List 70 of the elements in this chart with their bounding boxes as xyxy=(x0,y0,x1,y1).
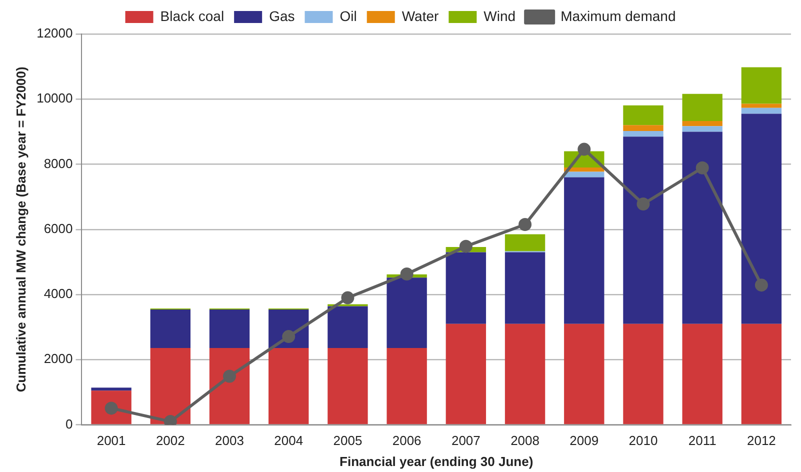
legend-label: Black coal xyxy=(160,8,224,24)
point xyxy=(578,142,591,156)
y-tick-label: 12000 xyxy=(36,26,73,41)
x-tick-label: 2009 xyxy=(570,433,599,448)
x-axis-title: Financial year (ending 30 June) xyxy=(340,454,534,469)
bar xyxy=(504,252,546,324)
x-tick-label: 2010 xyxy=(628,433,658,448)
bar xyxy=(623,324,664,424)
y-tick-label: 6000 xyxy=(44,220,73,236)
bar xyxy=(682,126,722,132)
bar xyxy=(504,324,546,424)
point xyxy=(341,291,354,304)
x-tick-label: 2002 xyxy=(156,433,185,448)
x-tick-label: 2001 xyxy=(96,433,126,448)
point xyxy=(459,240,472,253)
legend-label: Wind xyxy=(484,8,516,24)
x-tick-label: 2011 xyxy=(688,433,716,448)
bar xyxy=(150,348,190,424)
bar xyxy=(741,67,782,104)
bar xyxy=(91,388,132,391)
y-tick-label: 2000 xyxy=(44,351,73,366)
point xyxy=(400,268,414,281)
bar xyxy=(741,108,782,114)
bar xyxy=(386,278,427,348)
point xyxy=(696,161,709,174)
y-axis-title: Cumulative annual MW change (Base year = FY2000) xyxy=(13,66,28,392)
x-tick-label: 2005 xyxy=(333,433,362,448)
bar xyxy=(623,105,664,126)
y-tick-label: 4000 xyxy=(44,286,73,302)
x-tick-label: 2006 xyxy=(392,433,422,448)
bar xyxy=(209,310,250,348)
bar xyxy=(682,120,722,126)
bar xyxy=(268,348,309,424)
point xyxy=(223,370,236,383)
bar xyxy=(741,104,782,108)
point xyxy=(636,198,650,210)
bar xyxy=(564,177,604,324)
bar xyxy=(328,348,368,424)
bar xyxy=(682,324,722,424)
bar xyxy=(564,172,604,178)
x-tick-label: 2012 xyxy=(746,433,776,448)
bar xyxy=(328,306,368,348)
y-tick-label: 10000 xyxy=(36,90,73,106)
x-tick-label: 2007 xyxy=(451,433,480,448)
y-tick-label: 0 xyxy=(66,416,73,432)
x-tick-label: 2004 xyxy=(274,433,304,448)
bar xyxy=(446,252,486,324)
legend-label: Maximum demand xyxy=(560,8,676,24)
point xyxy=(518,218,532,232)
legend-label: Oil xyxy=(340,8,357,24)
bar xyxy=(209,348,250,424)
y-tick-label: 8000 xyxy=(44,156,73,171)
x-tick-label: 2003 xyxy=(215,433,244,448)
legend-label: Water xyxy=(402,8,440,24)
point xyxy=(282,330,296,344)
bar xyxy=(741,114,782,324)
bar xyxy=(564,324,604,424)
bar xyxy=(682,132,722,324)
point xyxy=(754,278,768,292)
bar xyxy=(741,324,782,424)
bar xyxy=(446,324,486,424)
bar xyxy=(150,310,190,348)
x-tick-label: 2008 xyxy=(510,433,540,448)
bar xyxy=(623,125,664,132)
bar xyxy=(623,131,664,137)
legend-label: Gas xyxy=(269,8,295,24)
bar xyxy=(623,136,664,324)
bar xyxy=(504,234,546,252)
bar xyxy=(682,94,722,121)
bar xyxy=(386,348,427,424)
